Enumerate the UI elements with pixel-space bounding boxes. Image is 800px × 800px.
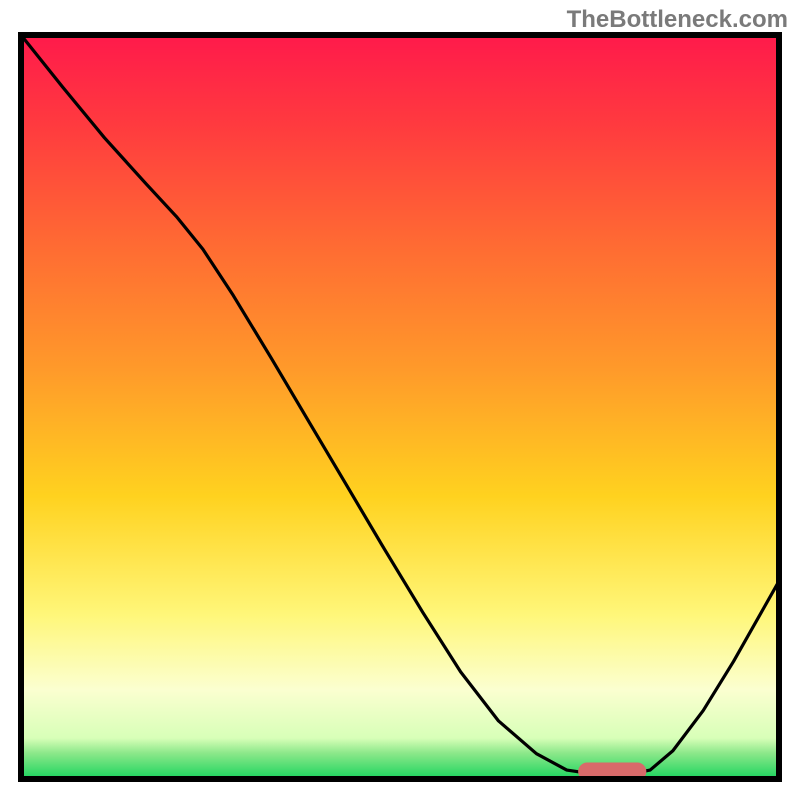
plot-area	[21, 35, 779, 781]
watermark: TheBottleneck.com	[567, 6, 788, 34]
gradient-background	[21, 35, 779, 779]
